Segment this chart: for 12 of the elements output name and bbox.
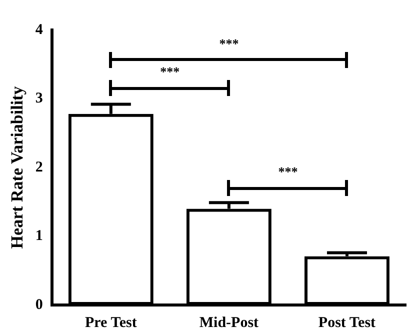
y-tick-label: 3 [35,90,43,107]
y-tick-label: 1 [35,228,43,244]
x-tick-label: Mid-Post [199,314,259,331]
annotation: *** [219,36,239,52]
x-tick-label: Post Test [318,314,376,331]
annotation: *** [278,164,298,180]
y-tick-label: 0 [35,296,43,313]
y-tick-label: 2 [35,159,43,176]
annotation: *** [160,64,180,80]
y-axis-title: Heart Rate Variability [8,86,27,249]
x-tick-label: Pre Test [85,314,137,331]
y-tick-label: 4 [35,22,44,38]
